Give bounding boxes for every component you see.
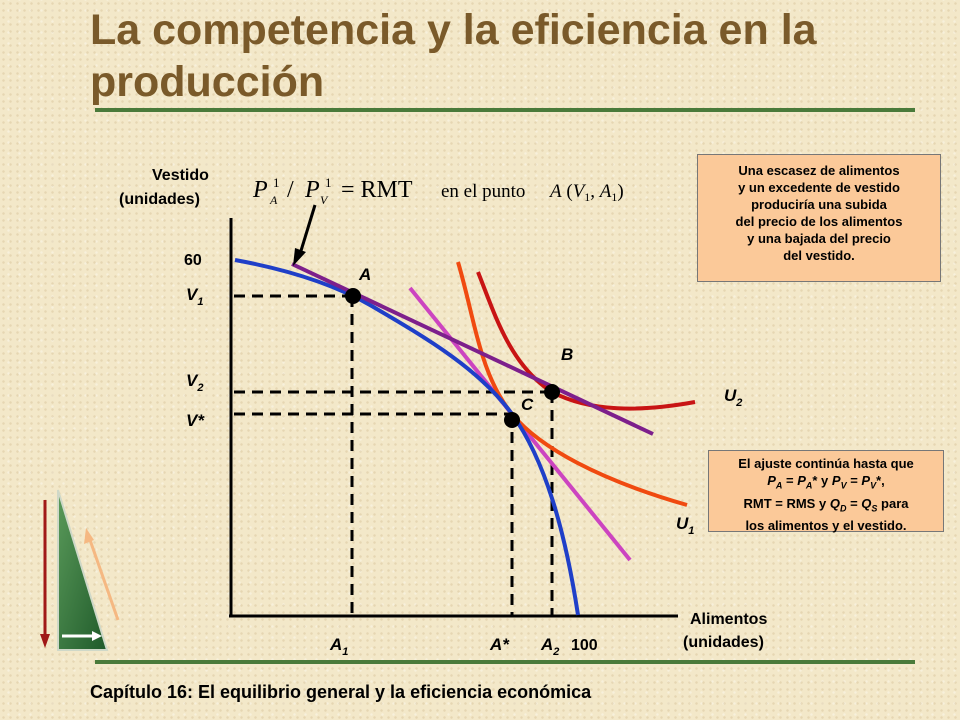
- production-frontier: [234, 258, 580, 616]
- point-a-label: A: [358, 265, 371, 284]
- note2-line1: El ajuste continúa hasta que: [738, 456, 914, 471]
- formula-pointer-arrow: [298, 204, 317, 255]
- point-a-marker: [345, 288, 361, 304]
- x-axis-label-line1: Alimentos: [690, 611, 767, 628]
- note1-line: y un excedente de vestido: [738, 180, 900, 195]
- chapter-footer: Capítulo 16: El equilibrio general y la …: [90, 682, 592, 702]
- x-tick-a2: A2: [540, 635, 559, 658]
- y-axis-label-line2: (unidades): [119, 191, 200, 208]
- svg-text:U1: U1: [676, 514, 694, 537]
- svg-text:en el punto: en el punto: [441, 181, 525, 202]
- price-ratio-formula: P 1 A / P 1 V = RMT en el punto A (V1, A…: [252, 175, 624, 207]
- point-b-label: B: [561, 345, 573, 364]
- u1-label: U1: [676, 514, 694, 537]
- triangle-arrows-icon[interactable]: [40, 489, 120, 651]
- y-tick-v1: V1: [186, 285, 203, 308]
- u2-label: U2: [724, 386, 742, 409]
- svg-text:= RMT: = RMT: [341, 177, 413, 203]
- page-title: La competencia y la eficiencia en la pro…: [90, 6, 817, 106]
- svg-text:1: 1: [273, 175, 280, 190]
- note2-line4: los alimentos y el vestido.: [745, 518, 907, 534]
- note2-line3: RMT = RMS y QD = QS para: [743, 495, 909, 514]
- note-shortage-explanation: Una escasez de alimentos y un excedente …: [697, 154, 941, 282]
- svg-text:U2: U2: [724, 386, 742, 409]
- y-axis-label-line1: Vestido: [152, 167, 209, 184]
- x-axis-label-line2: (unidades): [683, 634, 764, 651]
- x-tick-a1: A1: [329, 635, 348, 658]
- point-c-marker: [504, 412, 520, 428]
- svg-text:V1: V1: [186, 285, 203, 308]
- svg-text:V2: V2: [186, 371, 203, 394]
- price-line-a: [291, 262, 654, 436]
- x-tick-astar: A*: [489, 635, 510, 654]
- svg-text:V: V: [320, 193, 329, 207]
- point-b-marker: [544, 384, 560, 400]
- svg-text:A (V1, A1): A (V1, A1): [548, 181, 624, 204]
- svg-text:1: 1: [325, 175, 332, 190]
- title-divider: [95, 108, 915, 112]
- note1-line: y una bajada del precio: [747, 231, 891, 246]
- point-c-label: C: [521, 395, 534, 414]
- indifference-curve-u2: [476, 271, 696, 411]
- svg-text:/: /: [287, 177, 294, 203]
- note2-line2: PA = PA* y PV = PV*,: [767, 473, 885, 491]
- footer-divider: [95, 660, 915, 664]
- y-tick-v2: V2: [186, 371, 203, 394]
- svg-text:P: P: [252, 177, 268, 203]
- indifference-curve-u1: [456, 261, 688, 507]
- svg-text:A1: A1: [329, 635, 348, 658]
- guide-lines: [234, 294, 554, 615]
- note1-line: del vestido.: [783, 248, 855, 263]
- svg-text:V*: V*: [186, 411, 205, 430]
- formula-pointer-arrowhead: [293, 248, 306, 266]
- svg-text:A: A: [269, 193, 278, 207]
- note1-line: produciría una subida: [751, 197, 887, 212]
- svg-text:P: P: [304, 177, 320, 203]
- note1-line: Una escasez de alimentos: [738, 163, 900, 178]
- x-tick-100: 100: [571, 637, 598, 654]
- svg-text:A2: A2: [540, 635, 559, 658]
- svg-text:A*: A*: [489, 635, 510, 654]
- y-tick-vstar: V*: [186, 411, 205, 430]
- y-tick-60: 60: [184, 252, 202, 269]
- note-adjustment-explanation: El ajuste continúa hasta que PA = PA* y …: [708, 450, 944, 534]
- note1-line: del precio de los alimentos: [735, 214, 903, 229]
